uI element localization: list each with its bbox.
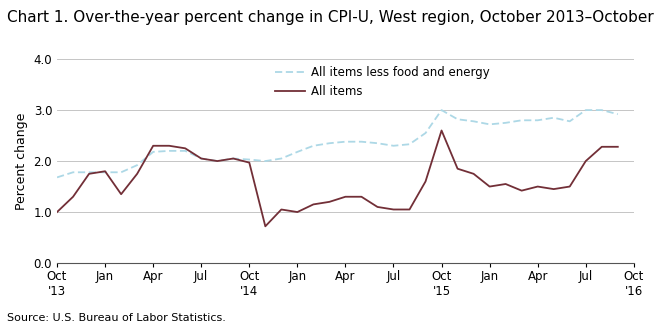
All items less food and energy	[85, 170, 93, 174]
All items	[405, 208, 413, 212]
All items less food and energy	[501, 121, 509, 125]
All items less food and energy	[405, 142, 413, 146]
Y-axis label: Percent change: Percent change	[15, 112, 28, 210]
All items less food and energy	[277, 156, 285, 160]
All items less food and energy	[214, 159, 221, 163]
All items	[262, 224, 270, 228]
All items	[326, 200, 333, 204]
All items	[374, 205, 382, 209]
All items	[53, 210, 61, 214]
All items	[582, 159, 590, 163]
All items	[486, 185, 494, 188]
All items	[566, 185, 574, 188]
All items less food and energy	[422, 131, 430, 135]
All items less food and energy	[614, 112, 621, 116]
All items less food and energy	[357, 140, 365, 144]
All items	[501, 182, 509, 186]
All items less food and energy	[566, 119, 574, 123]
All items	[453, 167, 461, 171]
All items	[293, 210, 301, 214]
All items less food and energy	[374, 141, 382, 145]
All items less food and energy	[582, 108, 590, 112]
All items	[518, 189, 526, 193]
All items	[197, 156, 205, 160]
Line: All items: All items	[57, 130, 617, 226]
All items less food and energy	[470, 119, 478, 123]
All items	[133, 172, 141, 176]
Text: Chart 1. Over-the-year percent change in CPI-U, West region, October 2013–Octobe: Chart 1. Over-the-year percent change in…	[7, 10, 659, 25]
All items	[101, 169, 109, 173]
All items	[341, 195, 349, 199]
All items	[389, 208, 397, 212]
All items less food and energy	[117, 170, 125, 174]
All items less food and energy	[341, 140, 349, 144]
All items less food and energy	[197, 156, 205, 160]
Legend: All items less food and energy, All items: All items less food and energy, All item…	[270, 61, 494, 102]
All items less food and energy	[165, 149, 173, 153]
All items less food and energy	[101, 170, 109, 174]
All items	[214, 159, 221, 163]
All items less food and energy	[486, 122, 494, 126]
All items less food and energy	[389, 144, 397, 148]
All items	[149, 144, 157, 148]
All items less food and energy	[69, 170, 77, 174]
Text: Source: U.S. Bureau of Labor Statistics.: Source: U.S. Bureau of Labor Statistics.	[7, 313, 225, 323]
All items less food and energy	[149, 150, 157, 154]
All items less food and energy	[245, 157, 253, 161]
All items	[310, 202, 318, 206]
All items less food and energy	[310, 144, 318, 148]
All items less food and energy	[453, 117, 461, 121]
All items	[85, 172, 93, 176]
All items less food and energy	[326, 141, 333, 145]
All items less food and energy	[262, 159, 270, 163]
All items less food and energy	[438, 108, 445, 112]
All items less food and energy	[133, 163, 141, 167]
All items less food and energy	[598, 108, 606, 112]
All items	[181, 146, 189, 150]
All items	[245, 161, 253, 165]
All items	[422, 180, 430, 184]
All items	[438, 128, 445, 132]
All items less food and energy	[293, 150, 301, 154]
All items less food and energy	[550, 116, 558, 120]
All items	[357, 195, 365, 199]
All items	[165, 144, 173, 148]
All items	[229, 156, 237, 160]
All items	[69, 195, 77, 199]
All items	[470, 172, 478, 176]
All items	[277, 208, 285, 212]
All items	[117, 192, 125, 196]
All items less food and energy	[53, 175, 61, 179]
All items	[550, 187, 558, 191]
All items less food and energy	[229, 156, 237, 160]
Line: All items less food and energy: All items less food and energy	[57, 110, 617, 177]
All items less food and energy	[518, 118, 526, 122]
All items	[534, 185, 542, 188]
All items less food and energy	[534, 118, 542, 122]
All items less food and energy	[181, 149, 189, 153]
All items	[598, 145, 606, 149]
All items	[614, 145, 621, 149]
